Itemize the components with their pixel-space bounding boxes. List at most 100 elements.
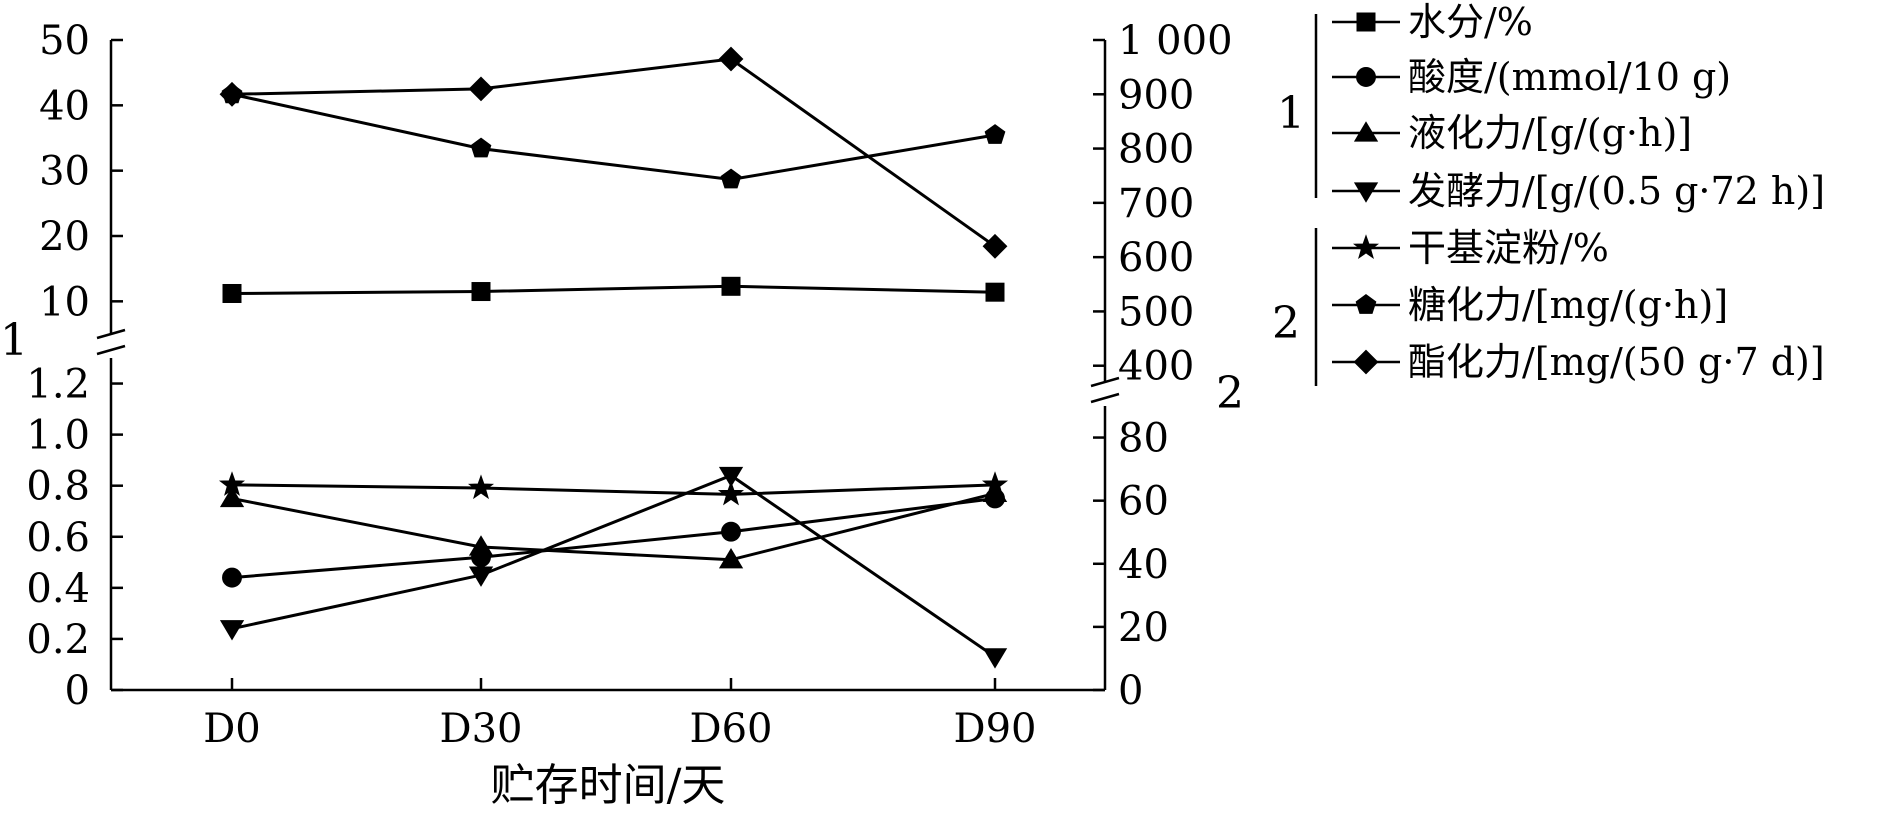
legend-item-3: 液化力/[g/(g·h)]	[1332, 111, 1692, 155]
x-axis-title: 贮存时间/天	[491, 760, 726, 811]
series-5-point-D30	[467, 474, 495, 500]
right-tick-lower-40: 40	[1093, 542, 1169, 588]
right-tick-upper-400: 400	[1093, 344, 1194, 390]
left-tick-lower-0.2: 0.2	[26, 617, 123, 663]
x-tick-label-D30: D30	[440, 706, 523, 752]
left-tick-lower-0-label: 0	[65, 668, 90, 714]
series-5-point-D60	[717, 480, 745, 506]
right-tick-upper-600: 600	[1093, 235, 1194, 281]
series-6-point-D60	[720, 168, 742, 189]
legend-item-7: 酯化力/[mg/(50 g·7 d)]	[1332, 340, 1825, 384]
right-tick-upper-800: 800	[1093, 127, 1194, 173]
right-tick-lower-60-label: 60	[1118, 479, 1169, 525]
legend-group-1-label: 1	[1277, 88, 1305, 139]
series-2-point-D0	[222, 567, 242, 588]
x-tick-label-D0: D0	[203, 706, 261, 752]
left-tick-lower-0.6: 0.6	[26, 515, 123, 561]
series-lines	[231, 57, 996, 659]
x-tick-D0: D0	[203, 678, 261, 752]
series-7-line-diamond	[231, 57, 996, 248]
right-tick-upper-900: 900	[1093, 72, 1194, 118]
axis-ticks: 00.20.40.60.81.01.2102030405002040608040…	[26, 18, 1232, 752]
x-tick-D90: D90	[954, 678, 1037, 752]
series-5-point-D90	[981, 471, 1009, 496]
left-axis-break-mark	[96, 328, 126, 356]
legend-label: 干基淀粉/%	[1408, 226, 1609, 270]
series-markers	[218, 46, 1009, 669]
series-4-point-D60	[718, 466, 744, 488]
left-axis-break-label: 1	[0, 315, 28, 366]
legend-label: 糖化力/[mg/(g·h)]	[1408, 283, 1728, 327]
right-tick-lower-20-label: 20	[1118, 605, 1169, 651]
left-tick-lower-0.6-label: 0.6	[26, 515, 90, 561]
legend-items: 水分/% 酸度/(mmol/10 g) 液化力/[g/(g·h)] 发酵力/[g/(0…	[1332, 0, 1825, 384]
series-3-point-D0	[219, 486, 245, 508]
left-tick-upper-30: 30	[39, 149, 123, 195]
series-1-point-D90	[985, 282, 1005, 302]
right-tick-lower-0: 0	[1093, 668, 1143, 714]
left-tick-upper-50-label: 50	[39, 18, 90, 64]
right-tick-upper-800-label: 800	[1118, 127, 1194, 173]
left-tick-lower-0: 0	[65, 668, 123, 714]
series-4-point-D90	[982, 648, 1008, 669]
left-tick-upper-10-label: 10	[39, 279, 90, 325]
right-tick-upper-400-label: 400	[1118, 344, 1194, 390]
series-5-point-D0	[218, 471, 246, 496]
legend-label: 酸度/(mmol/10 g)	[1408, 55, 1731, 99]
right-tick-upper-500-label: 500	[1118, 289, 1194, 335]
legend: 1 2 水分/% 酸度/(mmol/10 g) 液化力/[g/(g·h)] 发酵力/[…	[1272, 0, 1825, 386]
right-tick-lower-80: 80	[1093, 416, 1169, 462]
legend-marker-circle	[1356, 67, 1376, 87]
series-3-point-D30	[468, 535, 494, 556]
series-3-line-triangle-up	[231, 491, 996, 562]
left-tick-lower-1.2: 1.2	[26, 362, 123, 408]
legend-item-6: 糖化力/[mg/(g·h)]	[1332, 283, 1728, 327]
right-tick-lower-80-label: 80	[1118, 416, 1169, 462]
x-tick-label-D90: D90	[954, 706, 1037, 752]
left-tick-upper-30-label: 30	[39, 149, 90, 195]
series-3-point-D60	[718, 548, 744, 569]
series-6-line-pentagon	[231, 92, 996, 182]
series-1-point-D30	[471, 282, 491, 302]
series-6-point-D30	[470, 137, 492, 158]
x-tick-D30: D30	[440, 678, 523, 752]
series-4-line-triangle-down	[231, 473, 996, 659]
legend-marker-square	[1356, 12, 1376, 32]
right-tick-upper-700: 700	[1093, 181, 1194, 227]
series-2-point-D60	[721, 521, 741, 542]
series-7-point-D60	[718, 46, 744, 72]
left-tick-lower-1.2-label: 1.2	[26, 362, 90, 408]
series-1-line-square	[231, 284, 996, 295]
series-1-point-D60	[721, 276, 741, 296]
chart-axes: 1 2	[0, 40, 1244, 692]
left-tick-lower-0.4: 0.4	[26, 566, 123, 612]
series-7-point-D90	[982, 233, 1008, 259]
legend-label: 酯化力/[mg/(50 g·7 d)]	[1408, 340, 1825, 384]
right-tick-lower-0-label: 0	[1118, 668, 1143, 714]
legend-marker-triangle-up	[1353, 121, 1379, 142]
x-tick-D60: D60	[690, 678, 772, 752]
left-tick-upper-20: 20	[39, 214, 123, 260]
right-tick-lower-40-label: 40	[1118, 542, 1169, 588]
left-tick-upper-50: 50	[39, 18, 123, 64]
series-6-point-D90	[984, 124, 1006, 144]
right-tick-lower-60: 60	[1093, 479, 1169, 525]
left-tick-upper-20-label: 20	[39, 214, 90, 260]
left-tick-lower-0.2-label: 0.2	[26, 617, 90, 663]
legend-item-4: 发酵力/[g/(0.5 g·72 h)]	[1332, 169, 1825, 213]
left-tick-upper-40: 40	[39, 83, 123, 129]
left-tick-lower-0.8-label: 0.8	[26, 464, 90, 510]
series-7-point-D30	[468, 76, 494, 102]
right-tick-lower-20: 20	[1093, 605, 1169, 651]
legend-label: 液化力/[g/(g·h)]	[1408, 111, 1692, 155]
series-5-line-star	[231, 483, 996, 496]
legend-label: 水分/%	[1408, 0, 1533, 44]
legend-label: 发酵力/[g/(0.5 g·72 h)]	[1408, 169, 1825, 213]
series-7-point-D0	[219, 81, 245, 107]
right-axis-break-label: 2	[1216, 368, 1244, 419]
right-tick-upper-900-label: 900	[1118, 72, 1194, 118]
left-tick-lower-1.0-label: 1.0	[26, 413, 90, 459]
right-tick-upper-500: 500	[1093, 289, 1194, 335]
right-axis-break-mark	[1090, 376, 1120, 404]
